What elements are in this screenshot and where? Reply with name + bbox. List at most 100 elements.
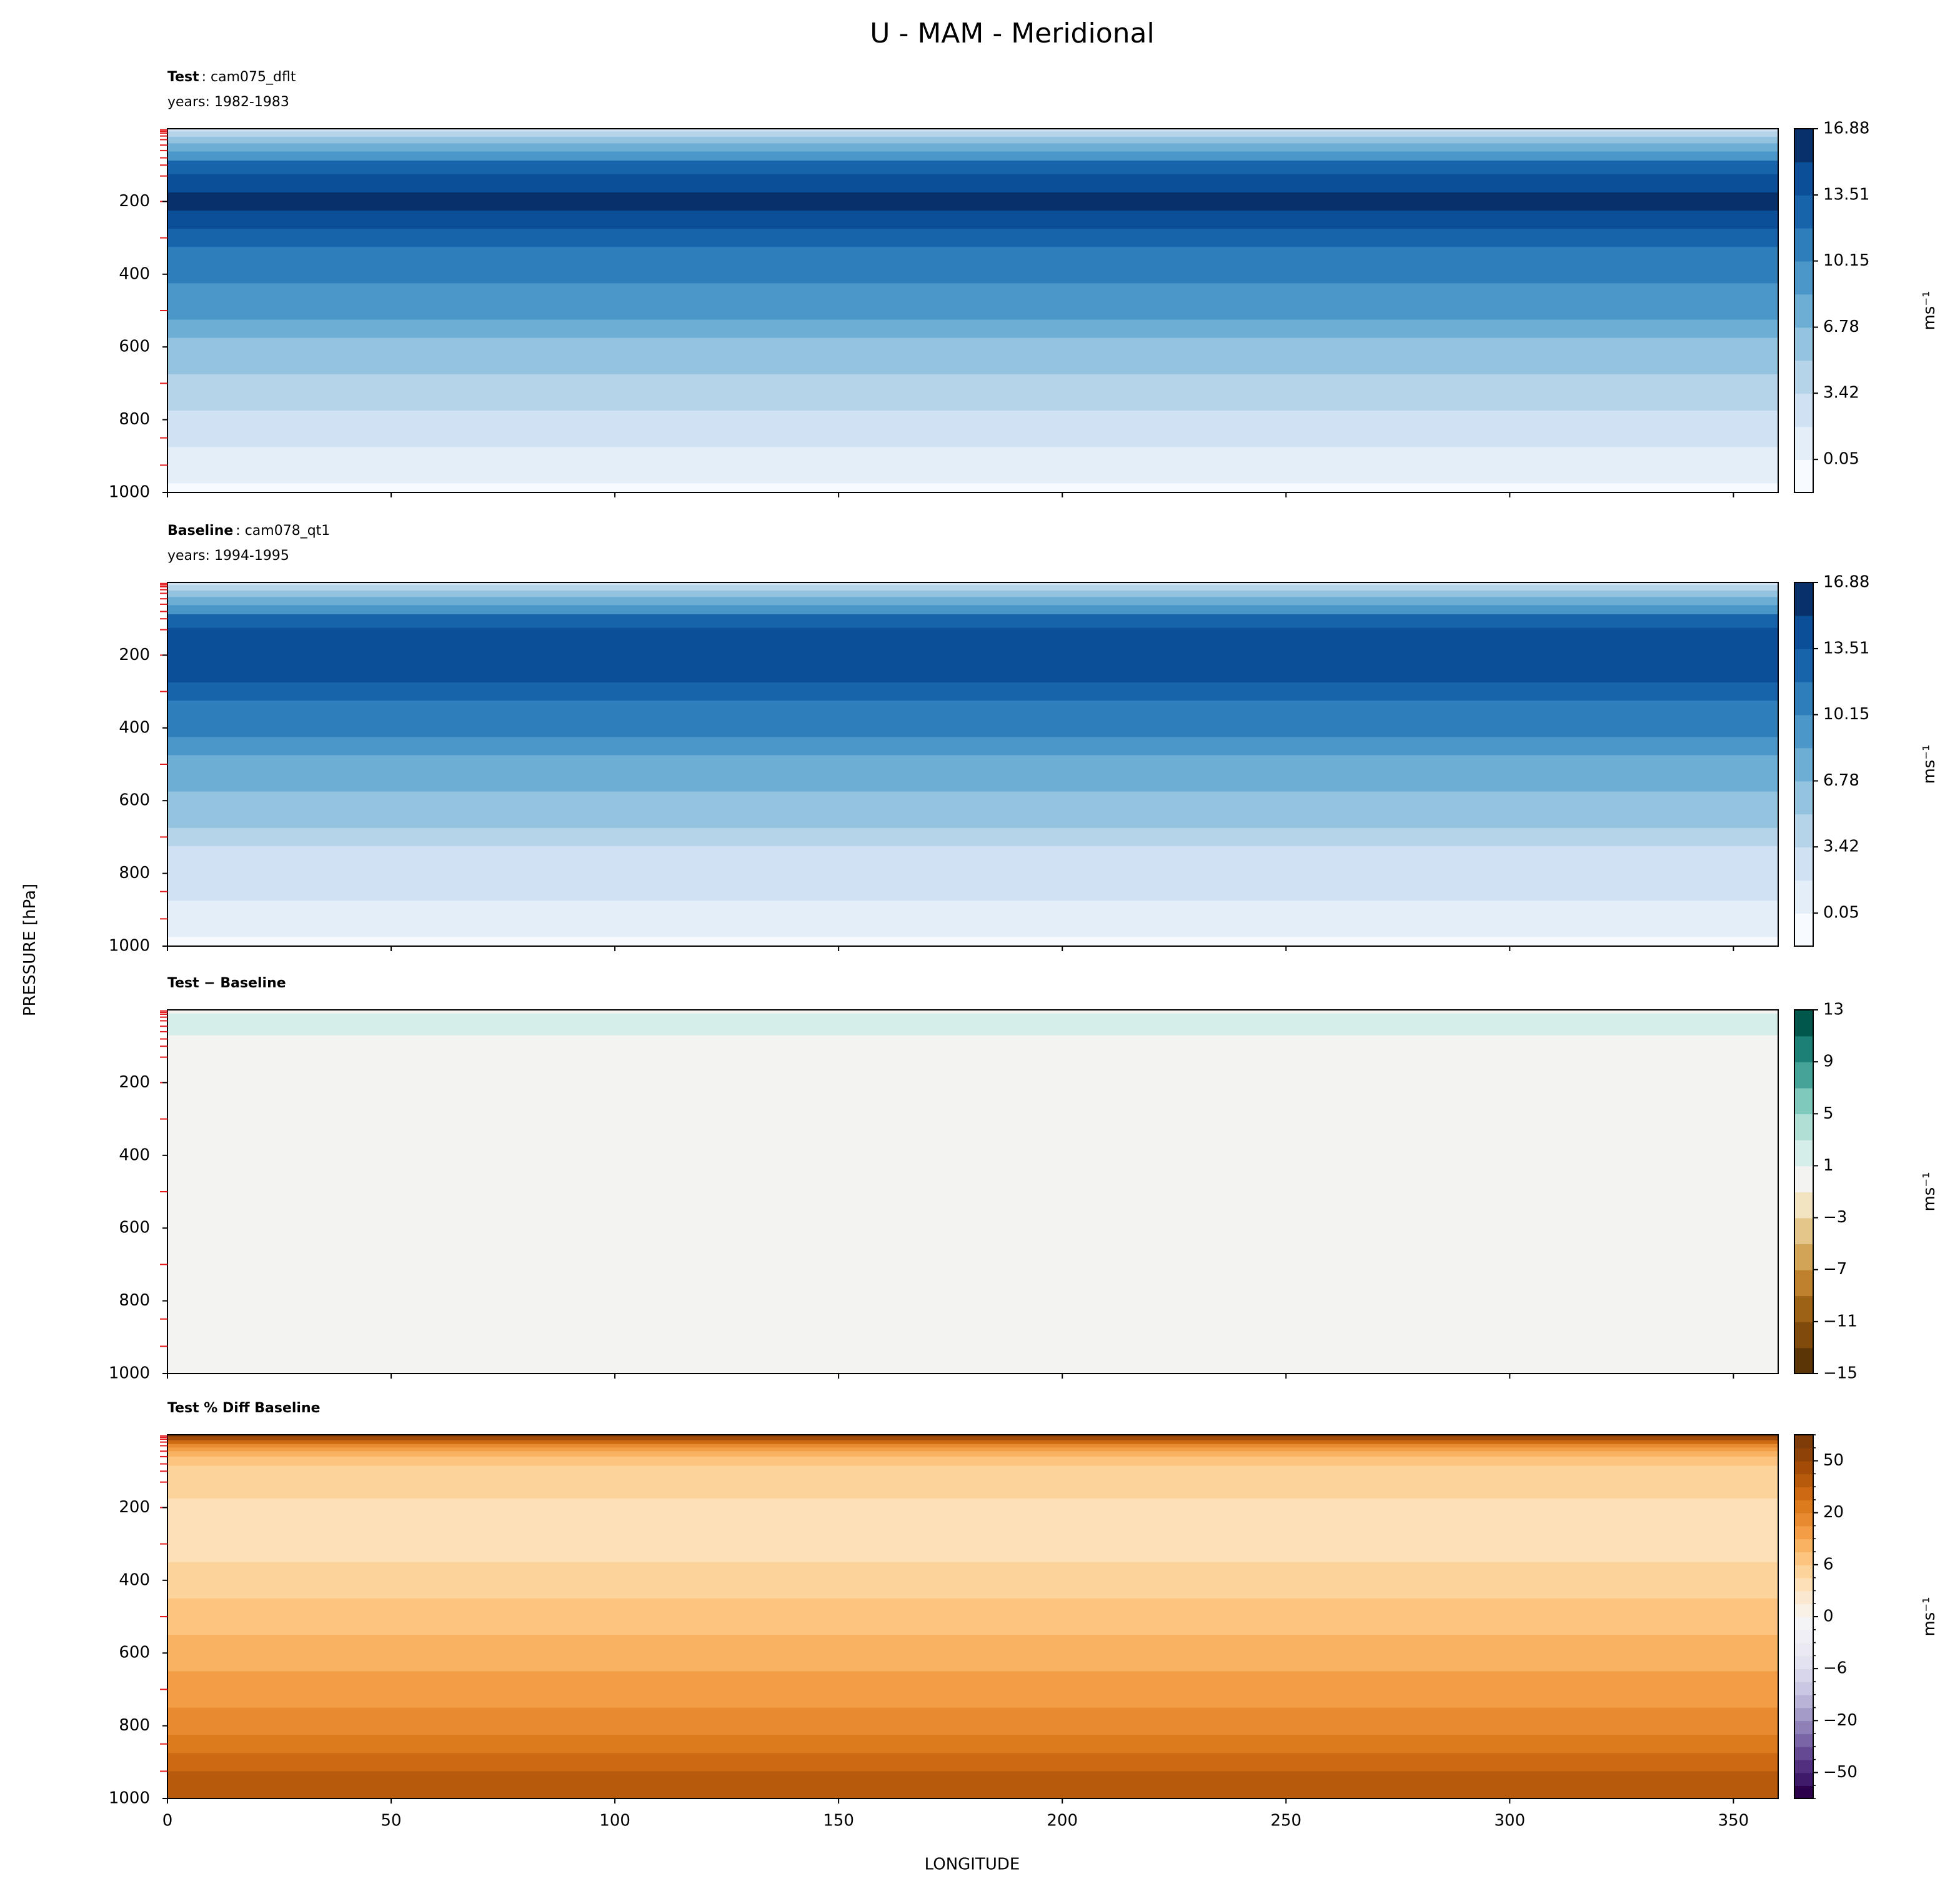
contour-band bbox=[167, 337, 1778, 357]
colorbar-band bbox=[1794, 1474, 1813, 1487]
colorbar-band bbox=[1794, 1062, 1813, 1089]
y-tick-label: 1000 bbox=[109, 1364, 150, 1383]
colorbar-band bbox=[1794, 781, 1813, 815]
panel-title-rest: : cam075_dflt bbox=[202, 69, 296, 85]
contour-band bbox=[167, 1456, 1778, 1467]
contour-band bbox=[167, 582, 1778, 586]
colorbar-band bbox=[1794, 1269, 1813, 1297]
contour-band bbox=[167, 664, 1778, 684]
colorbar-tick-label: 13.51 bbox=[1823, 639, 1869, 657]
contour-band bbox=[167, 809, 1778, 829]
y-tick-label: 200 bbox=[119, 1073, 150, 1092]
contour-band bbox=[167, 447, 1778, 466]
contour-band bbox=[167, 1480, 1778, 1500]
colorbar-tick-label: 3.42 bbox=[1823, 384, 1859, 402]
y-tick-label: 400 bbox=[119, 718, 150, 737]
contour-band bbox=[167, 465, 1778, 484]
contour-band bbox=[167, 247, 1778, 266]
contour-band bbox=[167, 1635, 1778, 1672]
contour-band bbox=[167, 160, 1778, 175]
y-tick-label: 600 bbox=[119, 791, 150, 810]
x-axis-label: LONGITUDE bbox=[925, 1855, 1020, 1874]
contour-band bbox=[167, 827, 1778, 847]
contour-band bbox=[167, 846, 1778, 866]
contour-band bbox=[167, 1451, 1778, 1458]
contour-band bbox=[167, 1300, 1778, 1357]
contour-band bbox=[167, 585, 1778, 592]
contour-band bbox=[167, 1440, 1778, 1445]
contour-band bbox=[167, 131, 1778, 138]
colorbar-tick-label: 6 bbox=[1823, 1555, 1834, 1574]
contour-band bbox=[167, 265, 1778, 284]
colorbar-band bbox=[1794, 1525, 1813, 1540]
panel-subtitle: years: 1982-1983 bbox=[167, 94, 289, 110]
contour-band bbox=[167, 1010, 1778, 1015]
contour-band bbox=[167, 429, 1778, 448]
y-tick-label: 600 bbox=[119, 1219, 150, 1237]
colorbar-band bbox=[1794, 1577, 1813, 1592]
contour-band bbox=[167, 1064, 1778, 1102]
colorbar-tick-label: 0.05 bbox=[1823, 450, 1859, 469]
contour-band bbox=[167, 1671, 1778, 1709]
colorbar-band bbox=[1794, 1347, 1813, 1374]
colorbar-band bbox=[1794, 294, 1813, 328]
colorbar-band bbox=[1794, 1192, 1813, 1219]
contour-band bbox=[167, 773, 1778, 792]
y-tick-label: 200 bbox=[119, 646, 150, 664]
colorbar-band bbox=[1794, 1512, 1813, 1527]
contour-band bbox=[167, 356, 1778, 376]
contour-band bbox=[167, 597, 1778, 606]
contour-band bbox=[167, 882, 1778, 902]
contour-band bbox=[167, 605, 1778, 616]
colorbar-band bbox=[1794, 1539, 1813, 1552]
y-tick-label: 800 bbox=[119, 1716, 150, 1735]
contour-band bbox=[167, 919, 1778, 938]
colorbar-tick-label: 20 bbox=[1823, 1503, 1844, 1522]
field bbox=[167, 1435, 1778, 1799]
colorbar-tick-label: −11 bbox=[1823, 1312, 1858, 1330]
colorbar-band bbox=[1794, 880, 1813, 914]
contour-band bbox=[167, 301, 1778, 321]
y-tick-label: 800 bbox=[119, 1291, 150, 1310]
y-tick-label: 1000 bbox=[109, 483, 150, 502]
colorbar-band bbox=[1794, 1244, 1813, 1270]
contour-band bbox=[167, 1789, 1778, 1799]
colorbar-band bbox=[1794, 459, 1813, 493]
panel-title: Test: cam075_dflt bbox=[167, 69, 296, 85]
colorbar-label: ms⁻¹ bbox=[1920, 1597, 1939, 1636]
colorbar-band bbox=[1794, 426, 1813, 460]
y-tick-label: 800 bbox=[119, 864, 150, 882]
x-tick-label: 150 bbox=[823, 1812, 854, 1830]
x-tick-label: 350 bbox=[1718, 1812, 1749, 1830]
colorbar-tick-label: 10.15 bbox=[1823, 705, 1869, 724]
colorbar-band bbox=[1794, 714, 1813, 749]
x-tick-label: 300 bbox=[1495, 1812, 1526, 1830]
contour-band bbox=[167, 614, 1778, 629]
colorbar-band bbox=[1794, 615, 1813, 649]
colorbar-band bbox=[1794, 1295, 1813, 1322]
colorbar-band bbox=[1794, 1720, 1813, 1734]
x-tick-label: 100 bbox=[599, 1812, 630, 1830]
contour-band bbox=[167, 1753, 1778, 1772]
y-tick-label: 200 bbox=[119, 192, 150, 211]
contour-band bbox=[167, 1020, 1778, 1029]
contour-band bbox=[167, 374, 1778, 394]
field bbox=[167, 129, 1778, 492]
x-tick-label: 0 bbox=[162, 1812, 173, 1830]
y-axis-label: PRESSURE [hPa] bbox=[21, 884, 39, 1016]
colorbar-frame bbox=[1794, 1009, 1814, 1374]
colorbar-band bbox=[1794, 847, 1813, 881]
contour-band bbox=[167, 791, 1778, 811]
colorbar-band bbox=[1794, 1564, 1813, 1579]
colorbar-band bbox=[1794, 1772, 1813, 1787]
y-tick-label: 1000 bbox=[109, 1789, 150, 1808]
figure-title: U - MAM - Meridional bbox=[870, 17, 1154, 49]
colorbar-tick-label: 16.88 bbox=[1823, 573, 1869, 592]
contour-band bbox=[167, 192, 1778, 212]
colorbar-band bbox=[1794, 129, 1813, 162]
colorbar-tick-label: 3.42 bbox=[1823, 837, 1859, 856]
colorbar-band bbox=[1794, 1217, 1813, 1244]
contour-band bbox=[167, 937, 1778, 946]
panel-title: Test % Diff Baseline bbox=[167, 1400, 321, 1416]
colorbar-band bbox=[1794, 1499, 1813, 1514]
